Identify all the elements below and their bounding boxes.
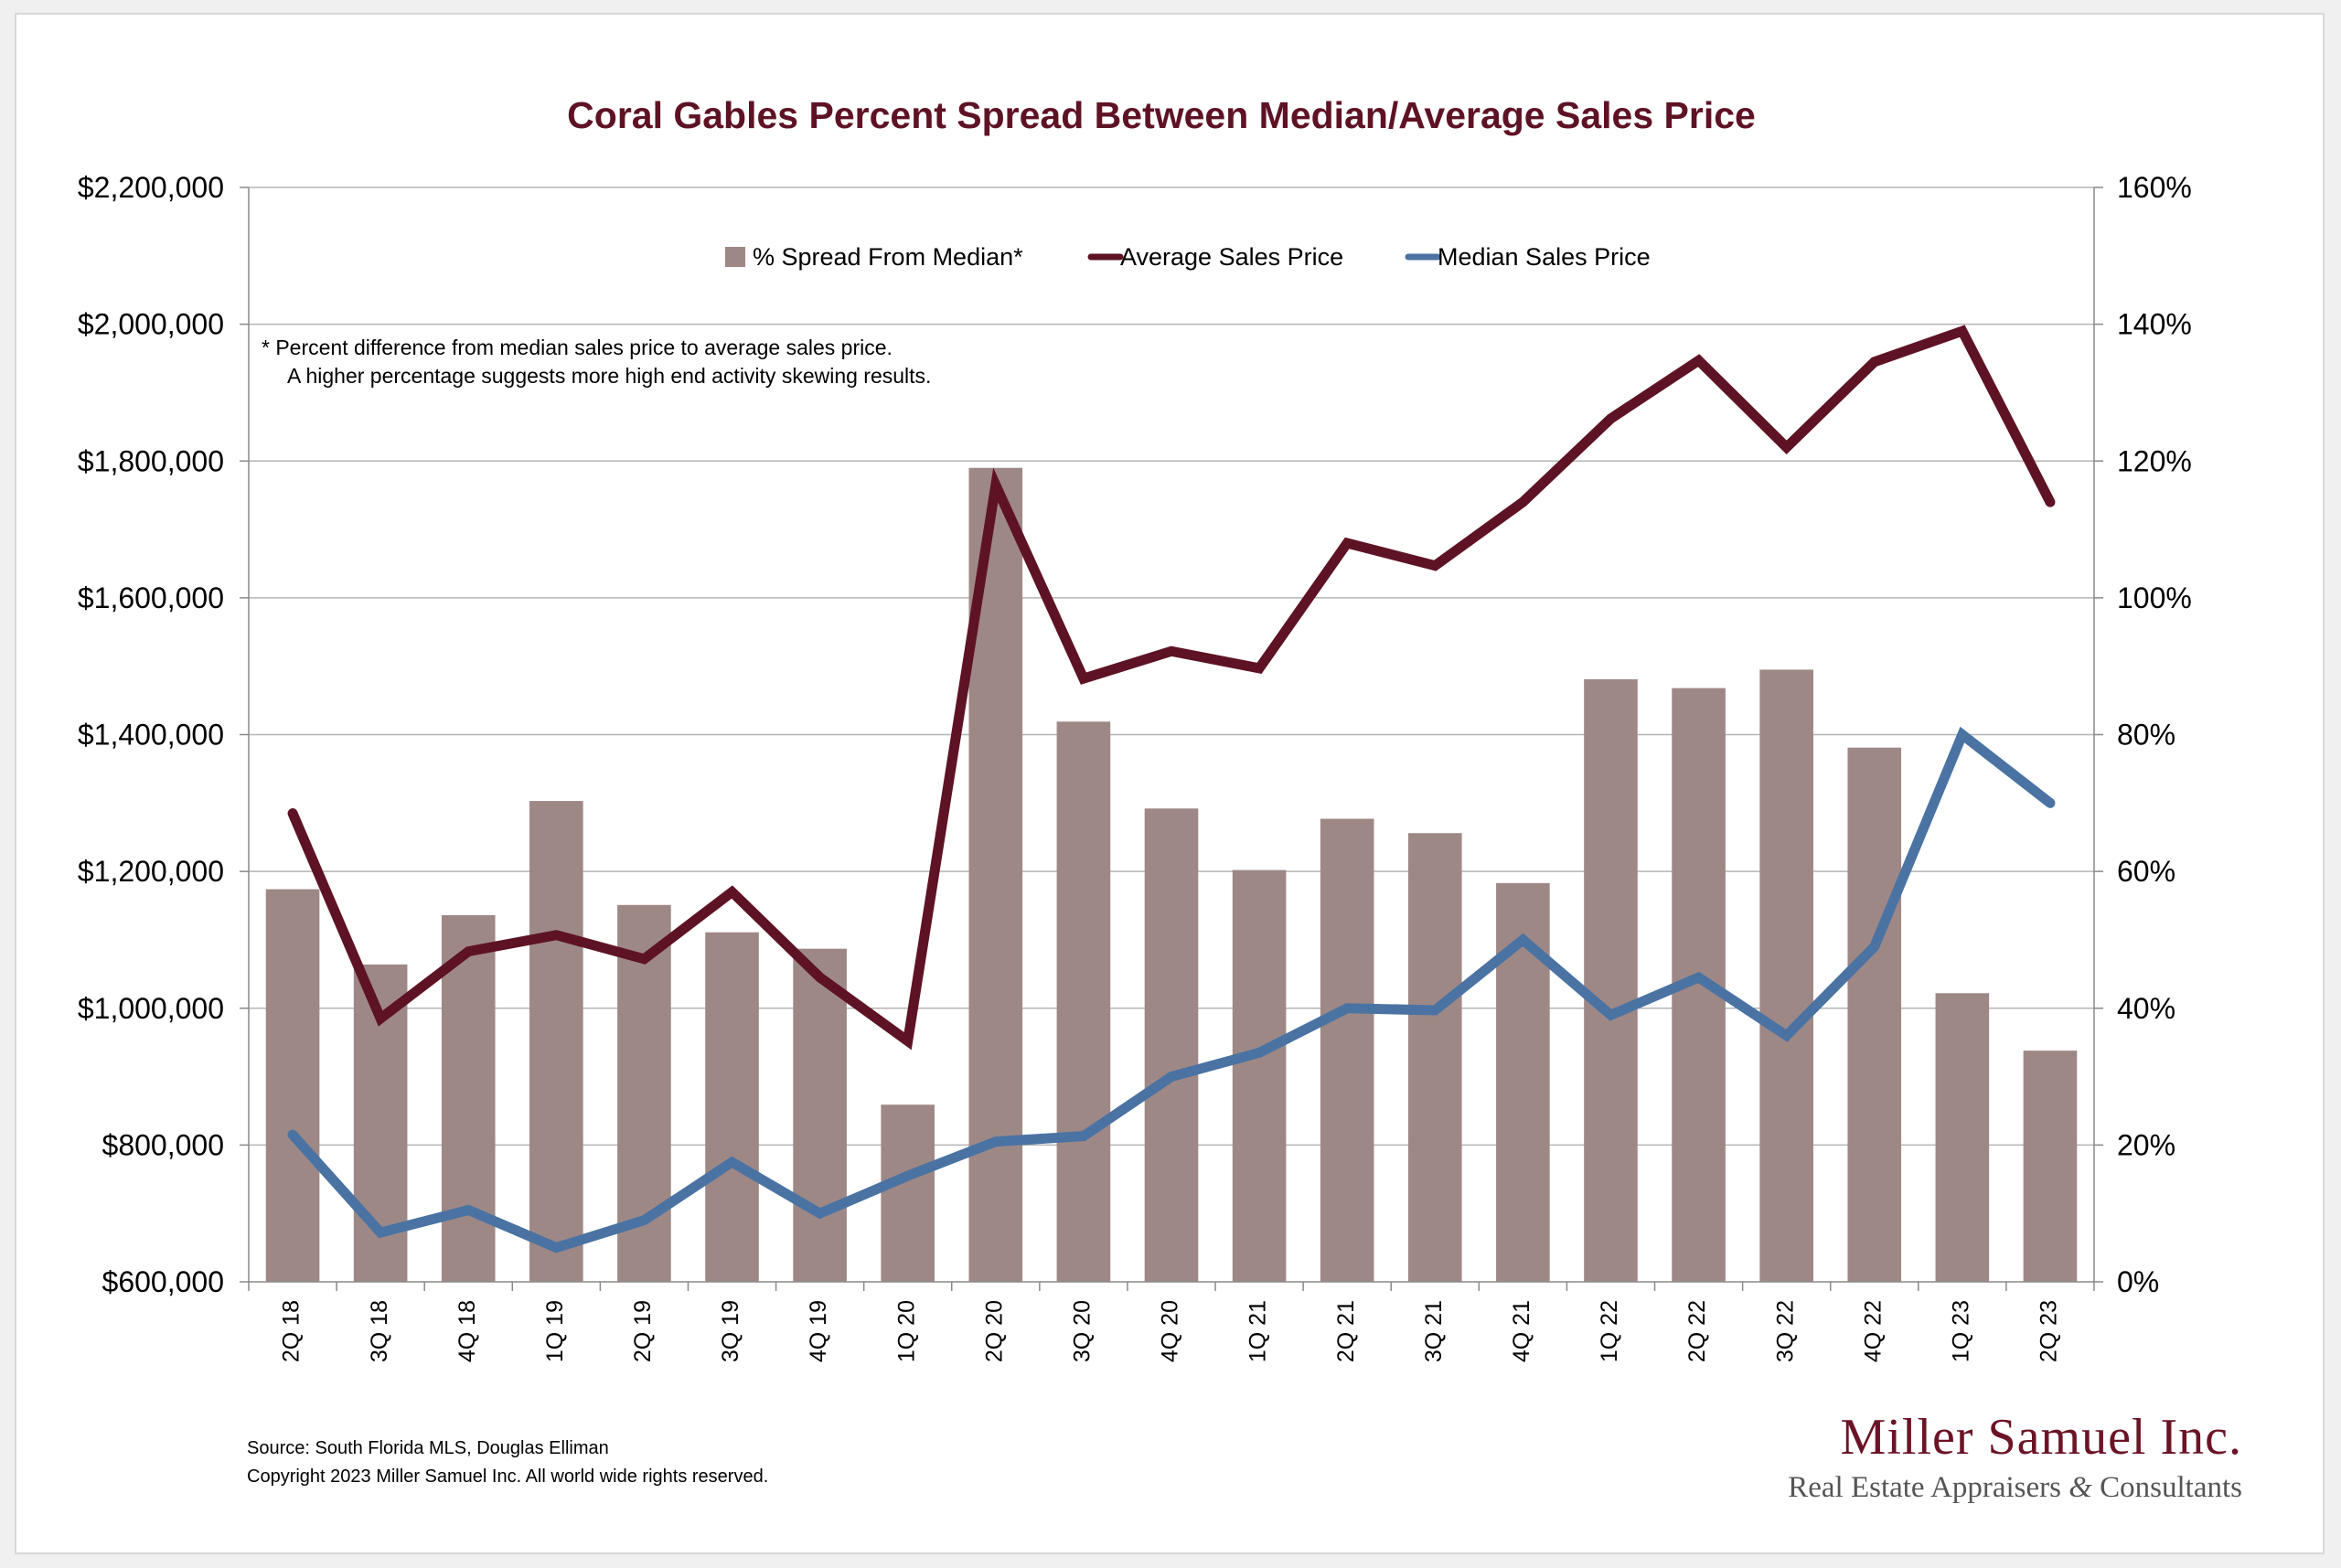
x-tick-label: 3Q 22 <box>1772 1300 1798 1362</box>
logo: Miller Samuel Inc. Real Estate Appraiser… <box>1788 1409 2242 1504</box>
axes <box>240 187 2103 1291</box>
logo-tagline-amp: & <box>2068 1471 2092 1504</box>
x-axis-ticks: 2Q 18 3Q 18 4Q 18 1Q 19 2Q 19 3Q 19 4Q 19 1Q 20… <box>279 1300 2062 1362</box>
x-tick-label: 1Q 22 <box>1597 1300 1622 1362</box>
copyright-text: Copyright 2023 Miller Samuel Inc. All wo… <box>247 1467 768 1487</box>
x-tick-label: 1Q 21 <box>1245 1300 1271 1362</box>
bar-spread <box>529 801 583 1282</box>
right-tick-label: 80% <box>2117 719 2175 752</box>
legend: % Spread From Median* Average Sales Pric… <box>725 243 1651 271</box>
right-tick-label: 0% <box>2117 1265 2159 1298</box>
x-tick-label: 4Q 18 <box>454 1300 480 1362</box>
left-tick-label: $1,600,000 <box>78 581 224 614</box>
x-tick-label: 3Q 19 <box>718 1300 743 1362</box>
left-tick-label: $600,000 <box>102 1265 224 1298</box>
line-series <box>287 325 2056 1253</box>
x-tick-label: 4Q 19 <box>806 1300 831 1362</box>
right-axis-ticks: 0% 20% 40% 60% 80% 100% 120% 140% 160% <box>2117 171 2192 1298</box>
left-tick-label: $1,200,000 <box>78 855 224 888</box>
note-line-2: A higher percentage suggests more high e… <box>287 364 931 388</box>
logo-tagline-part1: Real Estate Appraisers <box>1788 1471 2061 1504</box>
right-tick-label: 60% <box>2117 855 2175 888</box>
legend-label-average: Average Sales Price <box>1120 243 1343 271</box>
chart-title: Coral Gables Percent Spread Between Medi… <box>567 94 1756 136</box>
source-text: Source: South Florida MLS, Douglas Ellim… <box>247 1438 609 1458</box>
x-tick-label: 3Q 21 <box>1421 1300 1447 1362</box>
bar-spread <box>793 948 847 1282</box>
x-tick-label: 2Q 23 <box>2036 1300 2062 1362</box>
legend-swatch-spread <box>725 247 745 267</box>
bar-spread <box>1144 808 1199 1282</box>
x-tick-label: 2Q 19 <box>630 1300 656 1362</box>
right-tick-label: 160% <box>2117 171 2192 204</box>
right-tick-label: 120% <box>2117 444 2192 477</box>
left-tick-label: $1,400,000 <box>78 719 224 752</box>
bar-spread <box>881 1104 935 1282</box>
bar-spread <box>1584 678 1638 1282</box>
bar-spread <box>1847 747 1902 1282</box>
x-tick-label: 2Q 21 <box>1333 1300 1359 1362</box>
logo-tagline-part2: Consultants <box>2100 1471 2242 1504</box>
footnote-box: * Percent difference from median sales p… <box>262 336 931 388</box>
x-tick-label: 1Q 19 <box>542 1300 568 1362</box>
x-tick-label: 3Q 18 <box>367 1300 392 1362</box>
right-tick-label: 100% <box>2117 581 2192 614</box>
right-tick-label: 20% <box>2117 1128 2175 1161</box>
bar-spread <box>1935 993 1990 1282</box>
bar-series <box>265 467 2078 1282</box>
x-tick-label: 1Q 23 <box>1948 1300 1973 1362</box>
logo-name: Miller Samuel Inc. <box>1841 1409 2242 1466</box>
x-tick-label: 2Q 22 <box>1684 1300 1710 1362</box>
x-tick-label: 4Q 21 <box>1509 1300 1534 1362</box>
note-line-1: * Percent difference from median sales p… <box>262 336 893 359</box>
x-tick-label: 4Q 20 <box>1158 1300 1183 1362</box>
bar-spread <box>1759 669 1813 1282</box>
bar-spread <box>705 932 759 1282</box>
x-tick-label: 3Q 20 <box>1070 1300 1096 1362</box>
legend-label-spread: % Spread From Median* <box>753 243 1023 271</box>
bar-spread <box>1407 833 1462 1282</box>
left-tick-label: $1,800,000 <box>78 444 224 477</box>
left-tick-label: $2,000,000 <box>78 308 224 341</box>
bar-spread <box>265 889 320 1282</box>
left-axis-ticks: $600,000 $800,000 $1,000,000 $1,200,000 $1,4… <box>78 171 224 1298</box>
bar-spread <box>1232 869 1287 1282</box>
x-tick-label: 2Q 18 <box>279 1300 305 1362</box>
logo-tagline: Real Estate Appraisers & Consultants <box>1788 1471 2242 1504</box>
left-tick-label: $2,200,000 <box>78 171 224 204</box>
x-tick-label: 2Q 20 <box>981 1300 1007 1362</box>
bar-spread <box>1320 818 1374 1282</box>
x-tick-label: 4Q 22 <box>1860 1300 1886 1362</box>
legend-label-median: Median Sales Price <box>1438 243 1651 271</box>
x-tick-label: 1Q 20 <box>893 1300 919 1362</box>
left-tick-label: $1,000,000 <box>78 992 224 1025</box>
bar-spread <box>2023 1051 2078 1282</box>
right-tick-label: 140% <box>2117 308 2192 341</box>
bar-spread <box>1056 721 1111 1282</box>
left-tick-label: $800,000 <box>102 1128 224 1161</box>
right-tick-label: 40% <box>2117 992 2175 1025</box>
